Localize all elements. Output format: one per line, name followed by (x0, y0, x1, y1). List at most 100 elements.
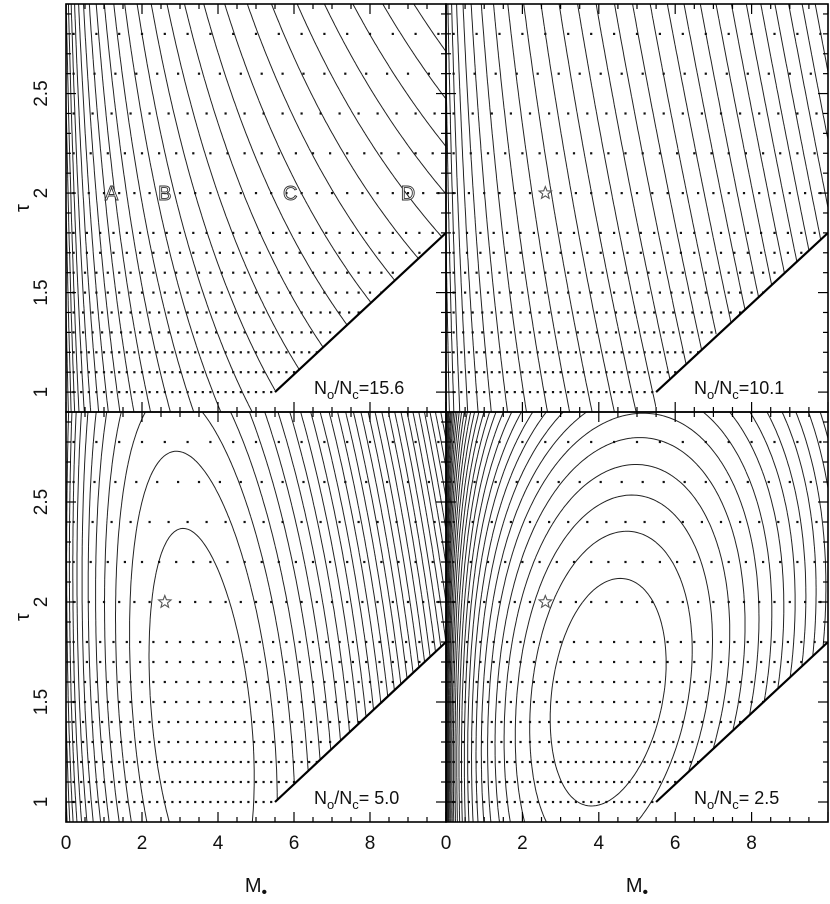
y-tick-label: 1.5 (31, 279, 52, 305)
grid-point (148, 760, 151, 764)
grid-point (528, 351, 532, 354)
grid-point (300, 520, 303, 524)
grid-point (437, 32, 440, 35)
grid-point (433, 520, 436, 524)
grid-point (500, 311, 503, 314)
grid-point (95, 32, 98, 35)
grid-point (72, 231, 75, 234)
grid-point (635, 271, 639, 274)
grid-point (590, 291, 593, 294)
grid-point (647, 680, 650, 684)
grid-point (175, 271, 178, 274)
grid-point (490, 331, 493, 334)
grid-point (546, 660, 549, 664)
grid-point (567, 371, 570, 374)
grid-point (140, 780, 144, 784)
grid-point (186, 780, 189, 784)
grid-point (123, 152, 126, 155)
grid-point (431, 640, 434, 644)
contour-level-14 (124, 4, 222, 412)
grid-point (643, 311, 646, 314)
grid-point (232, 760, 235, 764)
ticks-panel-1 (65, 4, 447, 412)
grid-point (311, 251, 315, 254)
grid-point (218, 251, 221, 254)
grid-point (492, 660, 495, 664)
grid-point (110, 371, 113, 374)
y-tick-label: 1 (31, 797, 52, 808)
grid-point (727, 271, 730, 274)
grid-point (380, 560, 383, 564)
grid-point (498, 291, 501, 294)
grid-point (452, 72, 455, 75)
grid-point (641, 480, 644, 484)
grid-point (681, 720, 684, 724)
grid-point (590, 440, 593, 444)
grid-point (310, 740, 313, 744)
contour-level-16 (150, 4, 276, 391)
grid-point (773, 640, 776, 644)
grid-point (405, 660, 408, 664)
grid-point (272, 720, 275, 724)
grid-point (567, 740, 570, 744)
grid-point (368, 291, 372, 294)
grid-point (773, 251, 776, 254)
grid-point (406, 600, 410, 604)
grid-point (292, 351, 296, 354)
grid-point (254, 700, 258, 704)
grid-point (460, 800, 463, 804)
grid-point (613, 680, 616, 684)
grid-point (232, 351, 235, 354)
grid-point (528, 720, 532, 724)
grid-point (346, 680, 349, 684)
grid-point (544, 760, 547, 764)
grid-point (624, 112, 627, 115)
grid-point (620, 480, 623, 484)
grid-point (762, 271, 765, 274)
grid-point (365, 480, 368, 484)
grid-point (574, 780, 577, 784)
grid-point (140, 271, 144, 274)
grid-point (586, 231, 589, 234)
grid-point (521, 700, 524, 704)
grid-point (368, 271, 372, 274)
grid-point (346, 192, 349, 195)
grid-point (262, 780, 265, 784)
grid-point (635, 700, 639, 704)
ticks-panel-2 (445, 4, 829, 412)
grid-point (666, 371, 669, 374)
grid-point (634, 331, 637, 334)
grid-point (744, 152, 747, 155)
grid-point (557, 311, 560, 314)
grid-point (245, 251, 248, 254)
grid-point (95, 351, 98, 354)
grid-point (140, 351, 144, 354)
grid-point (452, 371, 455, 374)
grid-point (647, 700, 650, 704)
grid-point (218, 480, 221, 484)
grid-point (651, 600, 654, 604)
grid-point (277, 760, 280, 764)
grid-point (475, 371, 478, 374)
grid-point (651, 192, 654, 195)
grid-point (483, 600, 486, 604)
grid-point (471, 740, 474, 744)
grid-point (391, 680, 394, 684)
grid-point (133, 800, 136, 804)
grid-point (605, 520, 608, 524)
grid-point (148, 331, 151, 334)
grid-point (599, 660, 602, 664)
grid-point (253, 311, 256, 314)
grid-point (262, 520, 265, 524)
grid-point (559, 600, 562, 604)
grid-point (245, 231, 248, 234)
grid-point (574, 760, 577, 764)
grid-point (739, 520, 742, 524)
grid-point (509, 291, 512, 294)
grid-point (538, 560, 541, 564)
grid-point (277, 560, 280, 564)
grid-point (538, 720, 541, 724)
grid-point (300, 720, 303, 724)
grid-point (245, 640, 248, 644)
grid-point (133, 371, 136, 374)
